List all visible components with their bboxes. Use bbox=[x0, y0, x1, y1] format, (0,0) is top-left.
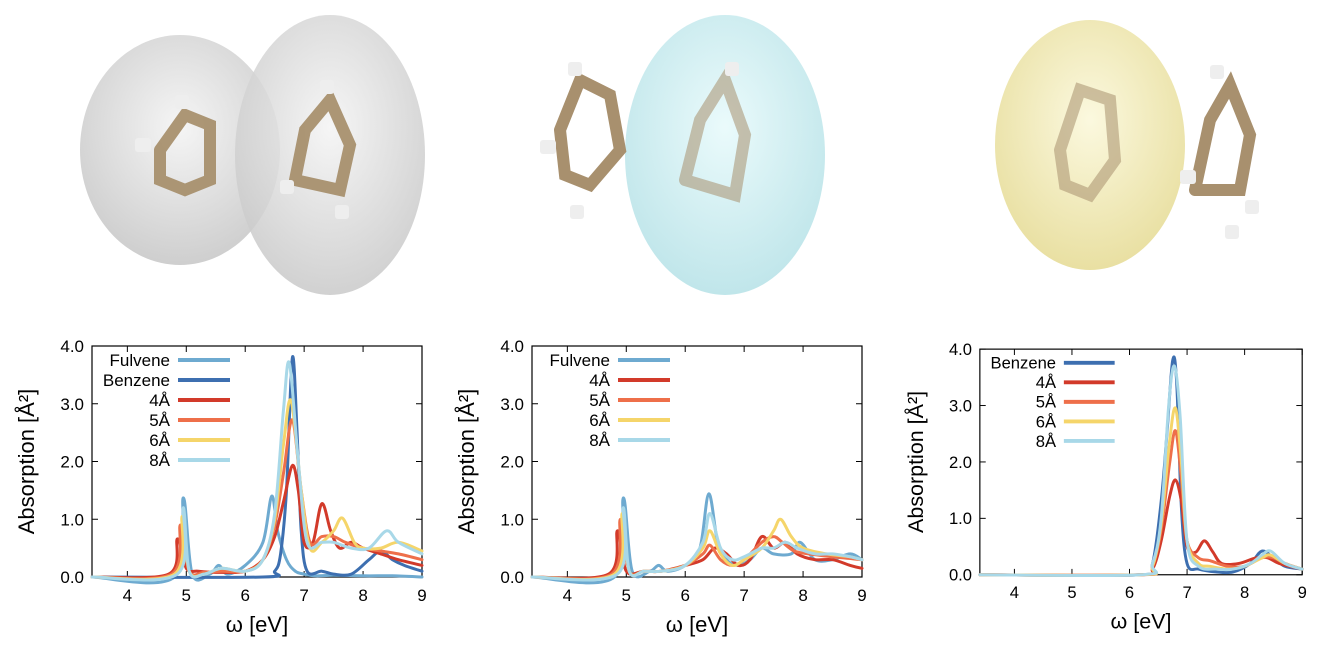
x-tick-label: 9 bbox=[1298, 583, 1307, 602]
x-tick-label: 8 bbox=[798, 586, 807, 605]
x-tick-label: 8 bbox=[358, 586, 367, 605]
y-tick-label: 2.0 bbox=[500, 453, 524, 472]
series-line-8Å bbox=[978, 364, 1304, 578]
series-group bbox=[90, 355, 424, 585]
x-tick-label: 5 bbox=[182, 586, 191, 605]
y-tick-label: 4.0 bbox=[60, 337, 84, 356]
absorption-chart-2: 4 5 6 7 8 9 0.0 1.0 2.0 3.0 4.0 ω [eV] Absorption [Å… bbox=[454, 337, 867, 637]
legend-label: 4Å bbox=[149, 391, 170, 410]
y-axis-label: Absorption [Å²] bbox=[454, 389, 479, 535]
series-line-6Å bbox=[978, 406, 1304, 577]
x-axis-label: ω [eV] bbox=[666, 612, 728, 637]
legend-label: 8Å bbox=[589, 431, 610, 450]
x-tick-label: 5 bbox=[622, 586, 631, 605]
y-tick-label: 3.0 bbox=[500, 395, 524, 414]
x-tick-label: 7 bbox=[739, 586, 748, 605]
legend-label: Benzene bbox=[103, 371, 170, 390]
series-line-4Å bbox=[90, 463, 424, 580]
series-line-Benzene bbox=[978, 355, 1304, 578]
legend-label: 6Å bbox=[149, 431, 170, 450]
series-line-8Å bbox=[90, 360, 424, 582]
legend-label: 4Å bbox=[1036, 373, 1057, 392]
x-axis-label: ω [eV] bbox=[1111, 609, 1172, 633]
x-tick-label: 5 bbox=[1067, 583, 1076, 602]
y-tick-label: 2.0 bbox=[949, 453, 972, 472]
y-tick-label: 3.0 bbox=[949, 396, 972, 415]
y-tick-label: 0.0 bbox=[60, 568, 84, 587]
series-line-5Å bbox=[530, 517, 864, 581]
x-tick-label: 6 bbox=[680, 586, 689, 605]
legend-label: 6Å bbox=[1036, 412, 1057, 431]
legend-label: 5Å bbox=[589, 391, 610, 410]
series-line-8Å bbox=[530, 506, 864, 582]
x-tick-label: 9 bbox=[417, 586, 426, 605]
x-tick-label: 4 bbox=[123, 586, 132, 605]
legend-label: Fulvene bbox=[550, 351, 610, 370]
x-tick-label: 6 bbox=[1125, 583, 1134, 602]
molecule-panel-3 bbox=[930, 0, 1321, 300]
absorption-chart-3: 4 5 6 7 8 9 0.0 1.0 2.0 3.0 4.0 ω [eV] Absorption [Å… bbox=[904, 340, 1307, 633]
y-tick-label: 3.0 bbox=[60, 395, 84, 414]
series-line-5Å bbox=[978, 429, 1304, 577]
legend-label: 5Å bbox=[1036, 393, 1057, 412]
legend-label: 8Å bbox=[149, 451, 170, 470]
series-group bbox=[978, 355, 1304, 578]
x-tick-label: 6 bbox=[240, 586, 249, 605]
x-tick-label: 8 bbox=[1240, 583, 1249, 602]
y-tick-label: 2.0 bbox=[60, 453, 84, 472]
y-tick-label: 1.0 bbox=[949, 509, 972, 528]
x-tick-label: 4 bbox=[563, 586, 572, 605]
fulvene-benzene-dimer-image bbox=[80, 15, 425, 295]
y-axis-label: Absorption [Å²] bbox=[904, 391, 928, 533]
y-tick-label: 1.0 bbox=[500, 510, 524, 529]
legend-label: 6Å bbox=[589, 411, 610, 430]
legend-label: Fulvene bbox=[110, 351, 170, 370]
series-group bbox=[530, 492, 864, 585]
y-tick-label: 0.0 bbox=[500, 568, 524, 587]
x-axis-label: ω [eV] bbox=[226, 612, 288, 637]
x-tick-label: 4 bbox=[1010, 583, 1019, 602]
plot-frame bbox=[531, 345, 863, 578]
molecule-panel-1 bbox=[40, 0, 480, 300]
absorption-chart-1: 4 5 6 7 8 9 0.0 1.0 2.0 3.0 4.0 ω [eV] Absorption [Å… bbox=[14, 337, 427, 637]
legend-label: 5Å bbox=[149, 411, 170, 430]
y-tick-label: 4.0 bbox=[949, 340, 972, 359]
series-line-Fulvene bbox=[90, 494, 424, 585]
benzene-fulvene-surface-image bbox=[995, 20, 1259, 270]
chart-1: 4 5 6 7 8 9 0.0 1.0 2.0 3.0 4.0 ω [eV] Absorption [Å… bbox=[0, 320, 427, 641]
x-tick-label: 7 bbox=[1182, 583, 1191, 602]
legend-label: Benzene bbox=[991, 354, 1057, 373]
y-axis-label: Absorption [Å²] bbox=[14, 389, 39, 535]
series-line-6Å bbox=[530, 511, 864, 582]
chart-3: 4 5 6 7 8 9 0.0 1.0 2.0 3.0 4.0 ω [eV] Absorption [Å… bbox=[890, 320, 1310, 641]
legend-label: 4Å bbox=[589, 371, 610, 390]
fulvene-benzene-surface-image bbox=[540, 15, 825, 295]
molecule-panel-2 bbox=[470, 0, 910, 300]
y-tick-label: 1.0 bbox=[60, 510, 84, 529]
y-tick-label: 4.0 bbox=[500, 337, 524, 356]
x-tick-label: 7 bbox=[299, 586, 308, 605]
legend-label: 8Å bbox=[1036, 432, 1057, 451]
x-tick-label: 9 bbox=[857, 586, 866, 605]
chart-2: 4 5 6 7 8 9 0.0 1.0 2.0 3.0 4.0 ω [eV] Absorption [Å… bbox=[440, 320, 867, 641]
plot-frame bbox=[979, 348, 1303, 576]
series-line-Fulvene bbox=[530, 492, 864, 585]
y-tick-label: 0.0 bbox=[949, 566, 972, 585]
